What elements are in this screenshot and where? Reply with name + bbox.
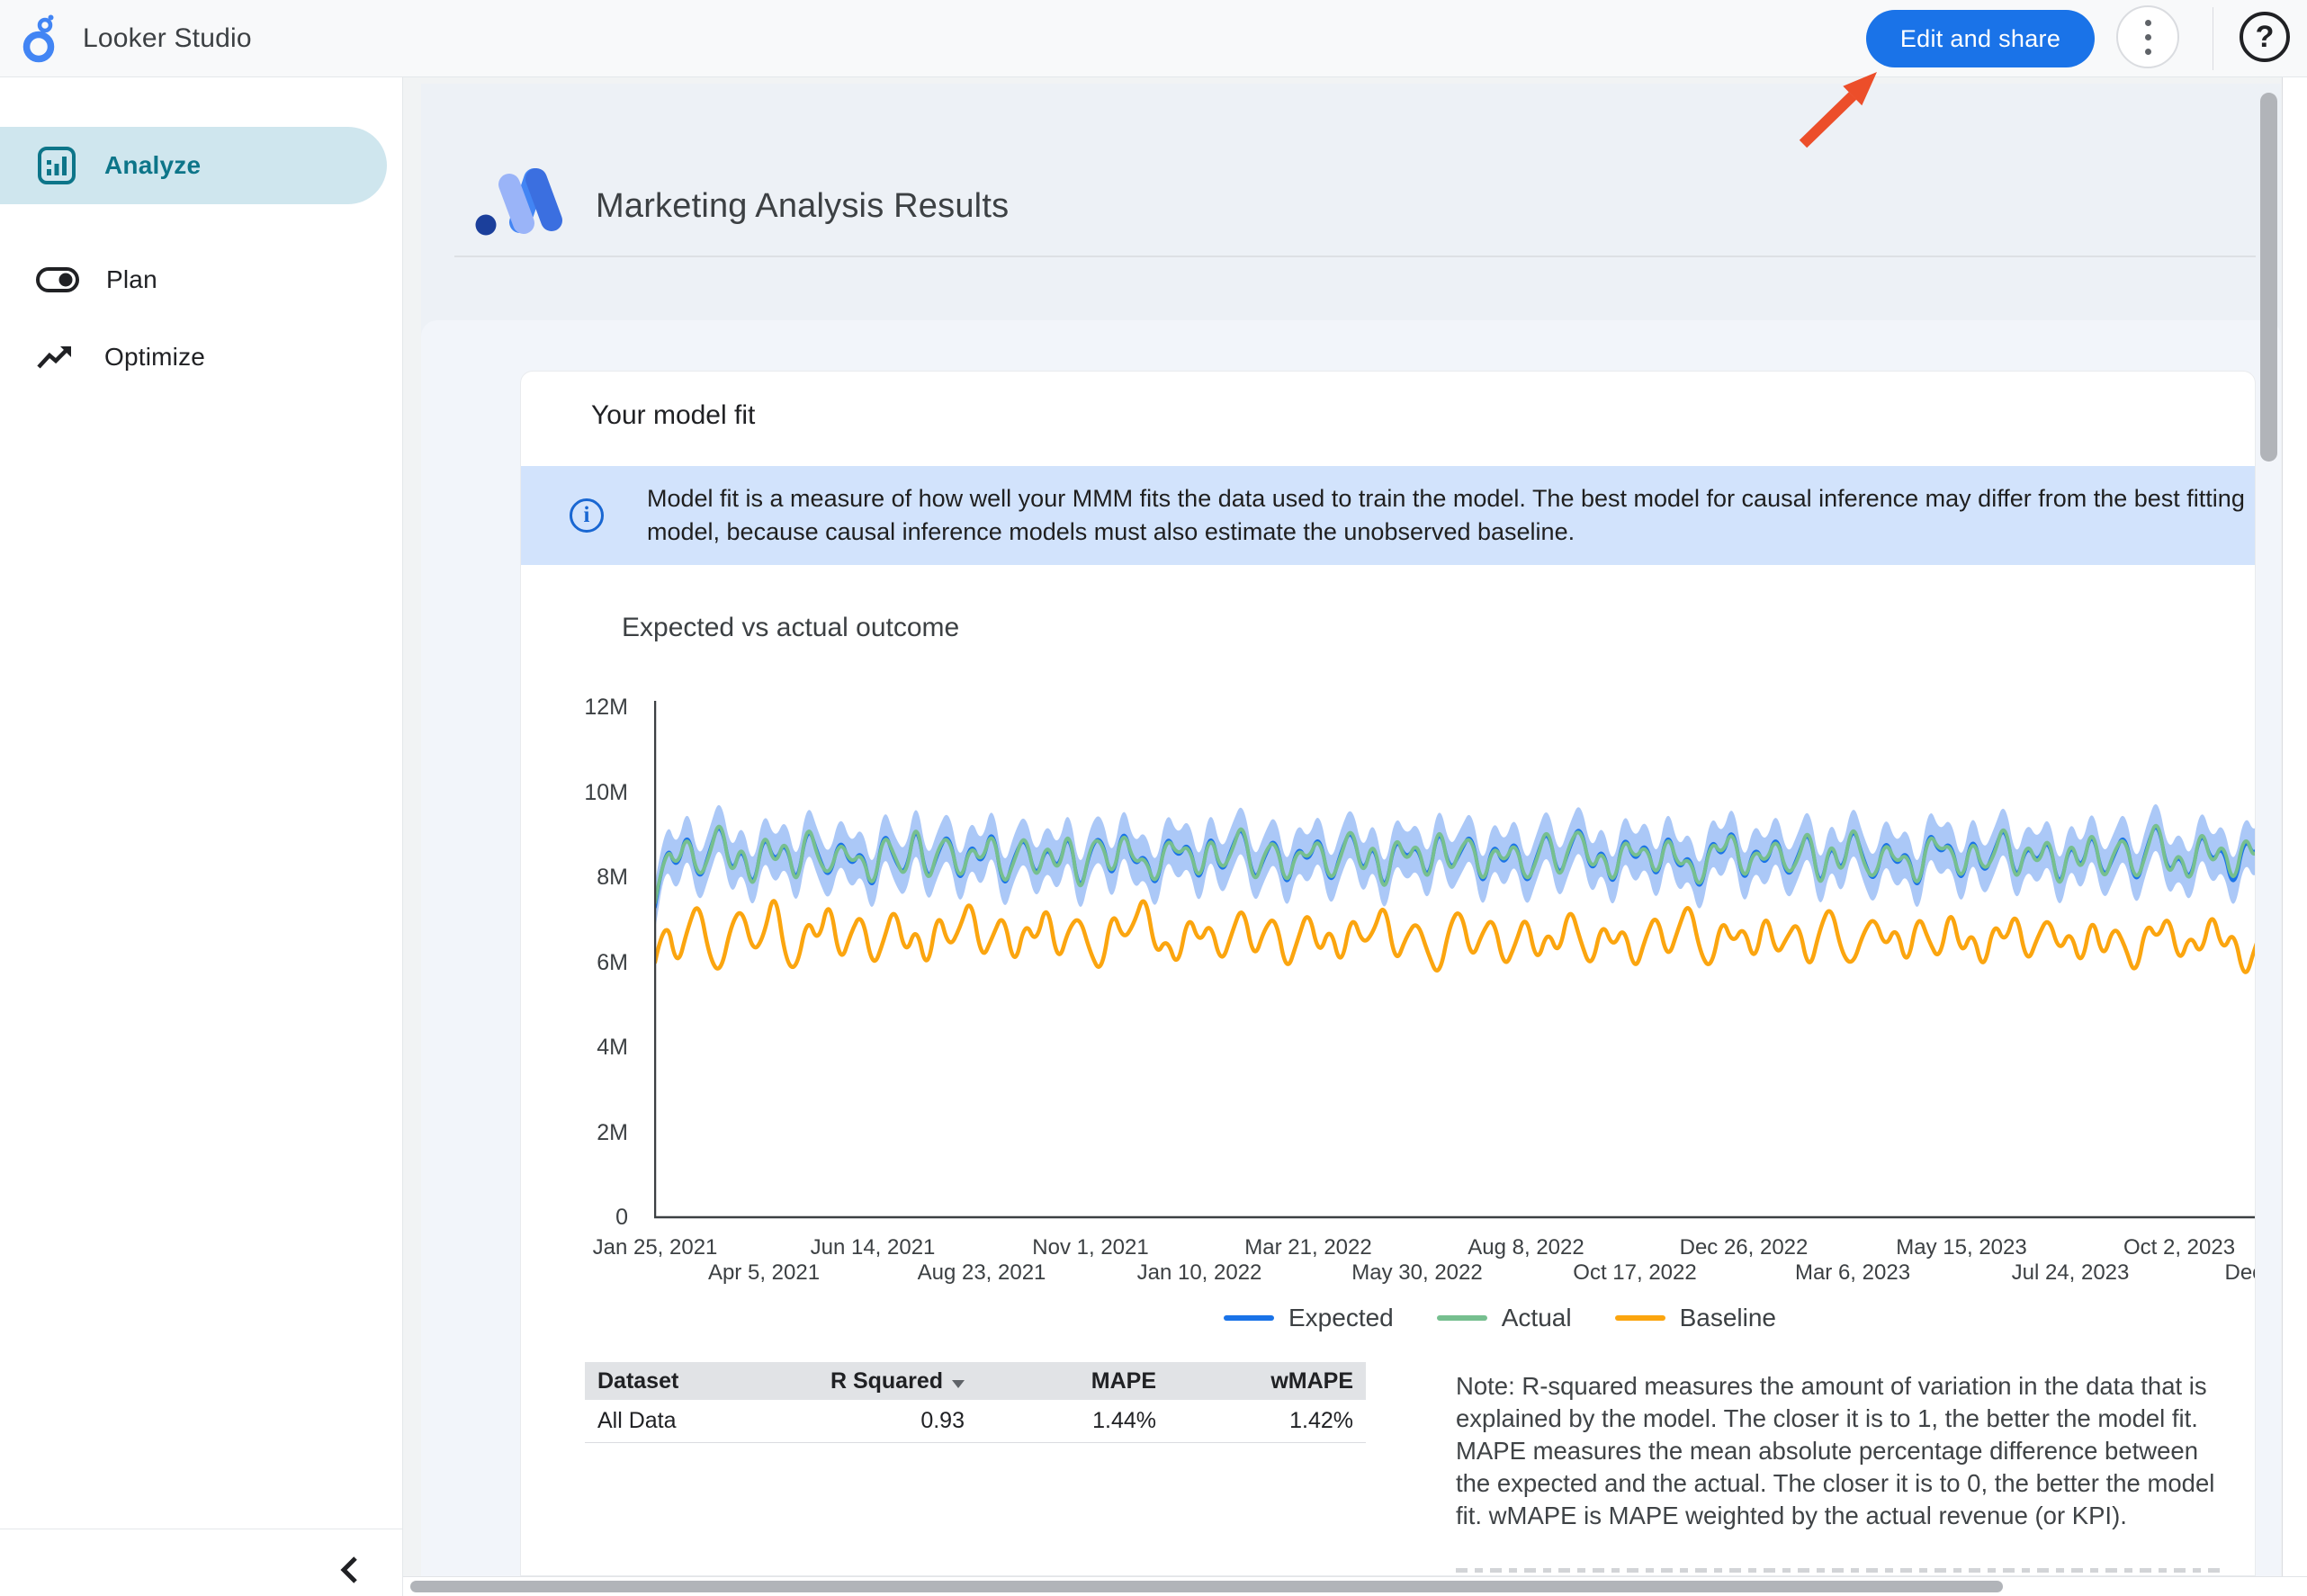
x-axis-tick-label: Oct 2, 2023	[2123, 1235, 2236, 1260]
chart-title: Expected vs actual outcome	[622, 613, 960, 642]
y-axis-tick-label: 6M	[597, 949, 628, 975]
y-axis-tick-label: 10M	[584, 779, 628, 805]
table-header-cell[interactable]: R Squared	[792, 1368, 977, 1394]
x-axis-tick-label: Apr 5, 2021	[707, 1260, 821, 1285]
model-fit-table: Dataset R Squared MAPE wMAPE All Data 0.93 1.…	[585, 1362, 1366, 1443]
sidebar: Analyze Plan Optimize	[0, 77, 403, 1596]
clipped-text-line	[1456, 1568, 2225, 1573]
table-header-cell[interactable]: MAPE	[1091, 1367, 1156, 1394]
info-banner: i Model fit is a measure of how well you…	[521, 466, 2255, 565]
table-cell: 1.42%	[1289, 1408, 1353, 1433]
table-row: All Data 0.93 1.44% 1.42%	[585, 1400, 1366, 1443]
table-header-cell[interactable]: Dataset	[597, 1367, 679, 1394]
more-options-button[interactable]	[2116, 5, 2179, 68]
analyze-bar-chart-icon	[38, 147, 76, 184]
note-text: Note: R-squared measures the amount of v…	[1456, 1372, 2215, 1529]
y-axis-tick-label: 2M	[597, 1119, 628, 1145]
legend-swatch	[1224, 1315, 1274, 1321]
x-axis-tick-label: Oct 17, 2022	[1573, 1260, 1697, 1285]
model-fit-card: Your model fit i Model fit is a measure …	[520, 371, 2256, 1576]
edit-and-share-button[interactable]: Edit and share	[1866, 10, 2095, 67]
more-vert-icon	[2144, 19, 2151, 26]
legend-item-actual: Actual	[1436, 1304, 1572, 1332]
x-axis-tick-label: Jul 24, 2023	[2011, 1260, 2130, 1285]
x-axis-tick-label: Jun 14, 2021	[810, 1235, 936, 1260]
meridian-logo-icon	[475, 168, 562, 236]
report-header-divider	[454, 256, 2256, 257]
sidebar-item-label: Plan	[106, 265, 157, 293]
page-right-gutter	[2282, 77, 2307, 1596]
y-axis-tick-label: 12M	[584, 695, 628, 720]
topbar: Looker Studio Edit and share ?	[0, 0, 2307, 77]
expected-vs-actual-chart	[652, 694, 2255, 1223]
sort-descending-icon	[952, 1379, 965, 1388]
sidebar-item-optimize[interactable]: Optimize	[0, 321, 387, 393]
y-axis-tick-label: 0	[615, 1205, 628, 1230]
app-title: Looker Studio	[83, 23, 252, 53]
x-axis-tick-label: Mar 6, 2023	[1794, 1260, 1911, 1285]
report-title: Marketing Analysis Results	[596, 187, 1010, 225]
x-axis-tick-label: May 15, 2023	[1896, 1235, 2027, 1260]
x-axis-tick-label: Mar 21, 2022	[1244, 1235, 1372, 1260]
x-axis-tick-label: Aug 8, 2022	[1468, 1235, 1584, 1260]
brand: Looker Studio	[20, 0, 252, 77]
vertical-scrollbar-thumb[interactable]	[2260, 93, 2277, 462]
legend-swatch	[1614, 1315, 1665, 1321]
x-axis-tick-label: Nov 1, 2021	[1032, 1235, 1149, 1260]
legend-label: Baseline	[1679, 1304, 1776, 1331]
x-axis-tick-label: Jan 25, 2021	[592, 1235, 718, 1260]
table-cell: All Data	[597, 1408, 677, 1433]
x-axis-tick-label: Jan 10, 2022	[1136, 1260, 1262, 1285]
help-icon: ?	[2255, 19, 2275, 54]
x-axis-tick-label: Dec 26, 2022	[1679, 1235, 1809, 1260]
info-icon: i	[570, 498, 604, 533]
x-axis-tick-label: May 30, 2022	[1351, 1260, 1483, 1285]
horizontal-scrollbar-thumb[interactable]	[410, 1581, 2003, 1592]
x-axis-tick-label: Dec 11, 2023	[2224, 1260, 2256, 1285]
legend-label: Expected	[1288, 1304, 1394, 1331]
y-axis-tick-label: 4M	[597, 1035, 628, 1060]
horizontal-scrollbar-track	[403, 1576, 2307, 1596]
info-banner-text: Model fit is a measure of how well your …	[647, 485, 2245, 545]
legend-swatch	[1436, 1315, 1487, 1321]
sidebar-item-analyze[interactable]: Analyze	[0, 127, 387, 204]
table-header-cell[interactable]: wMAPE	[1270, 1367, 1353, 1394]
series-line-baseline	[652, 899, 2255, 974]
looker-studio-logo-icon	[22, 14, 55, 63]
plan-toggle-icon	[36, 267, 79, 292]
help-button[interactable]: ?	[2240, 12, 2290, 62]
sidebar-item-plan[interactable]: Plan	[0, 244, 387, 316]
series-line-actual	[653, 823, 2255, 905]
collapse-sidebar-button[interactable]	[329, 1549, 371, 1591]
sidebar-item-label: Optimize	[104, 343, 206, 371]
chart-legend: Expected Actual Baseline	[690, 1302, 2255, 1334]
sidebar-item-label: Analyze	[104, 151, 202, 179]
table-header-row: Dataset R Squared MAPE wMAPE	[585, 1362, 1366, 1400]
x-axis-tick-label: Aug 23, 2021	[917, 1260, 1046, 1285]
chevron-left-icon	[340, 1556, 357, 1583]
optimize-trending-up-icon	[37, 346, 71, 369]
table-cell: 0.93	[920, 1408, 965, 1433]
legend-item-baseline: Baseline	[1614, 1304, 1776, 1332]
legend-label: Actual	[1501, 1304, 1572, 1331]
y-axis-tick-label: 8M	[597, 865, 628, 890]
table-cell: 1.44%	[1092, 1408, 1156, 1433]
legend-item-expected: Expected	[1224, 1304, 1394, 1332]
chart-plot-area	[652, 701, 2255, 1219]
card-title: Your model fit	[591, 400, 756, 430]
table-body: All Data 0.93 1.44% 1.42%	[585, 1400, 1366, 1443]
